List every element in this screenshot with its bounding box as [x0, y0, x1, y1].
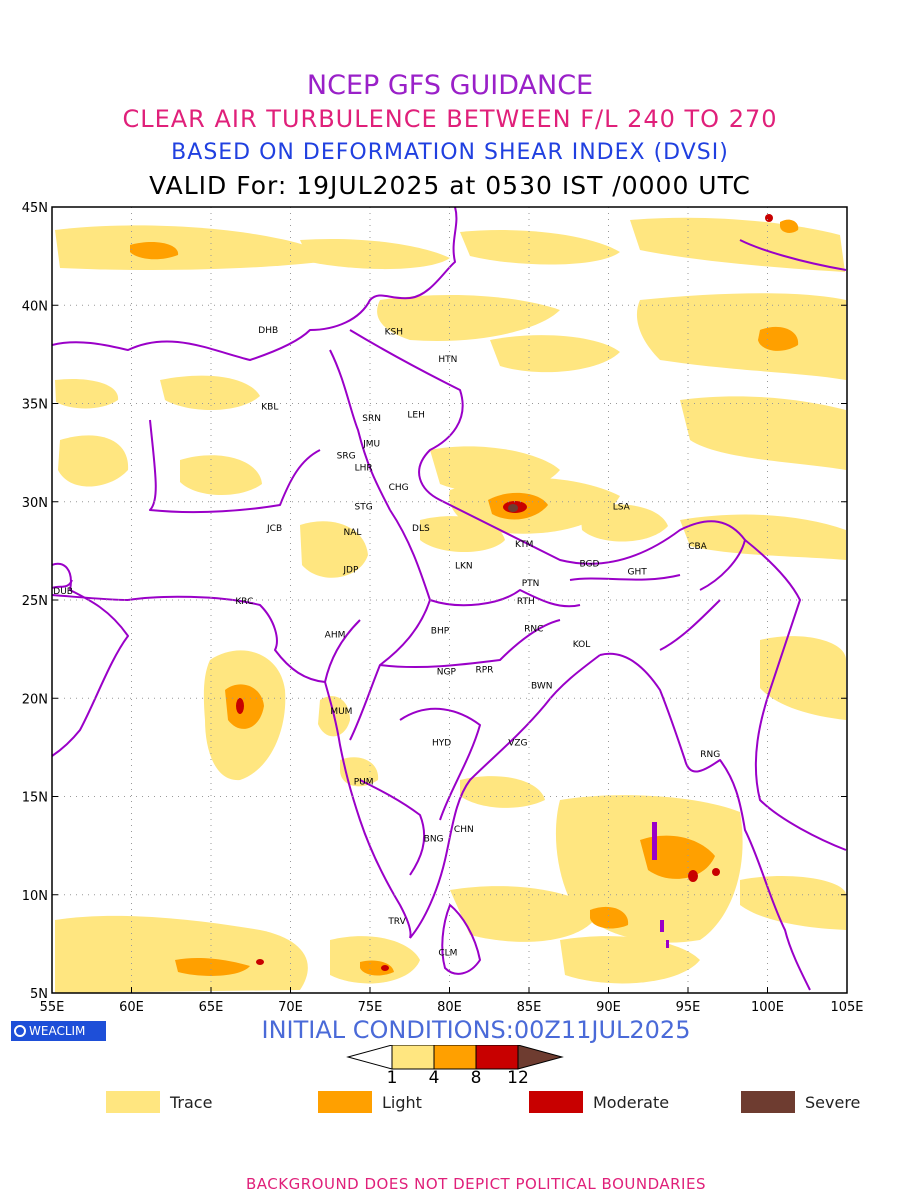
city-label-htn: HTN [438, 355, 457, 365]
weaclim-badge: WEACLIM [11, 1021, 106, 1041]
city-label-ght: GHT [627, 567, 647, 577]
city-label-rnc: RNC [524, 624, 543, 634]
city-label-mum: MUM [330, 707, 352, 717]
colorbar-tick-label: 8 [471, 1068, 482, 1085]
lon-label: 85E [517, 1000, 542, 1015]
lon-label: 65E [199, 1000, 224, 1015]
lat-label: 30N [22, 496, 48, 511]
city-label-ptn: PTN [522, 579, 540, 589]
city-label-vzg: VZG [508, 738, 527, 748]
lon-label: 60E [119, 1000, 144, 1015]
city-label-dhb: DHB [258, 326, 278, 336]
city-label-chn: CHN [454, 825, 474, 835]
lat-label: 20N [22, 692, 48, 707]
lon-label: 55E [40, 1000, 65, 1015]
city-label-rth: RTH [517, 597, 535, 607]
lat-label: 5N [30, 987, 48, 1002]
city-label-dls: DLS [412, 524, 430, 534]
lat-label: 25N [22, 594, 48, 609]
city-label-trv: TRV [387, 917, 406, 927]
city-label-srn: SRN [362, 414, 381, 424]
city-label-stg: STG [355, 503, 373, 513]
legend-label-light: Light [382, 1093, 422, 1112]
city-label-bng: BNG [424, 835, 444, 845]
initial-conditions: INITIAL CONDITIONS:00Z11JUL2025 [261, 1016, 691, 1044]
colorbar-tick-label: 12 [507, 1068, 529, 1085]
colorbar: 1 4 8 12 [346, 1045, 564, 1085]
city-label-pum: PUM [354, 778, 374, 788]
city-label-lsa: LSA [613, 503, 631, 513]
lon-label: 80E [437, 1000, 462, 1015]
colorbar-light-segment [433, 1045, 477, 1070]
colorbar-severe-triangle [517, 1045, 564, 1070]
legend-label-trace: Trace [170, 1093, 213, 1112]
city-label-hyd: HYD [432, 738, 451, 748]
city-label-bhp: BHP [431, 626, 450, 636]
legend-label-moderate: Moderate [593, 1093, 670, 1112]
legend-swatch-light [318, 1091, 372, 1113]
legend-swatch-severe [741, 1091, 795, 1113]
city-label-srg: SRG [337, 452, 356, 462]
lon-label: 90E [596, 1000, 621, 1015]
colorbar-tick-label: 1 [387, 1068, 398, 1085]
city-label-bwn: BWN [531, 681, 553, 691]
city-label-lkn: LKN [455, 562, 473, 572]
city-label-dub: DUB [53, 587, 73, 597]
city-label-kbl: KBL [261, 402, 278, 412]
city-label-clm: CLM [438, 949, 457, 959]
grid-lines [52, 207, 847, 993]
city-label-jmu: JMU [362, 440, 380, 450]
city-label-nal: NAL [344, 528, 362, 538]
lon-label: 75E [358, 1000, 383, 1015]
index-description: BASED ON DEFORMATION SHEAR INDEX (DVSI) [171, 140, 729, 165]
brand-label: WEACLIM [29, 1024, 86, 1038]
city-label-chg: CHG [389, 483, 409, 493]
city-label-ngp: NGP [437, 668, 457, 678]
city-label-ksh: KSH [385, 328, 403, 338]
boundary-lines [52, 207, 847, 991]
city-label-jcb: JCB [266, 524, 282, 534]
city-label-kol: KOL [573, 640, 591, 650]
city-label-cba: CBA [688, 542, 707, 552]
chart-title: NCEP GFS GUIDANCE [306, 70, 594, 101]
footer-note: BACKGROUND DOES NOT DEPICT POLITICAL BOU… [246, 1175, 706, 1193]
lon-label: 100E [751, 1000, 784, 1015]
lat-label: 15N [22, 791, 48, 806]
andaman-islands [652, 822, 669, 948]
valid-time: VALID For: 19JUL2025 at 0530 IST /0000 U… [149, 171, 751, 200]
city-label-ahm: AHM [325, 630, 346, 640]
chart-subtitle: CLEAR AIR TURBULENCE BETWEEN F/L 240 TO … [122, 105, 778, 133]
colorbar-trace-segment [391, 1045, 435, 1070]
lat-label: 45N [22, 201, 48, 216]
lat-label: 40N [22, 299, 48, 314]
lon-label: 105E [830, 1000, 863, 1015]
legend-swatch-moderate [529, 1091, 583, 1113]
legend-label-severe: Severe [805, 1093, 861, 1112]
legend-swatch-trace [106, 1091, 160, 1113]
city-label-leh: LEH [407, 410, 424, 420]
weaclim-logo-icon [14, 1025, 26, 1037]
city-label-ktm: KTM [515, 540, 533, 550]
city-label-lhr: LHR [355, 463, 373, 473]
city-label-jdp: JDP [342, 565, 359, 575]
lon-label: 95E [676, 1000, 701, 1015]
city-label-bgd: BGD [579, 560, 599, 570]
city-label-rng: RNG [700, 750, 720, 760]
lon-label: 70E [278, 1000, 303, 1015]
colorbar-below-triangle [346, 1045, 393, 1070]
lat-label: 35N [22, 398, 48, 413]
lat-label: 10N [22, 889, 48, 904]
city-label-rpr: RPR [476, 666, 494, 676]
city-label-krc: KRC [235, 597, 253, 607]
turbulence-severe-areas [508, 504, 518, 512]
colorbar-moderate-segment [475, 1045, 519, 1070]
colorbar-tick-label: 4 [429, 1068, 440, 1085]
